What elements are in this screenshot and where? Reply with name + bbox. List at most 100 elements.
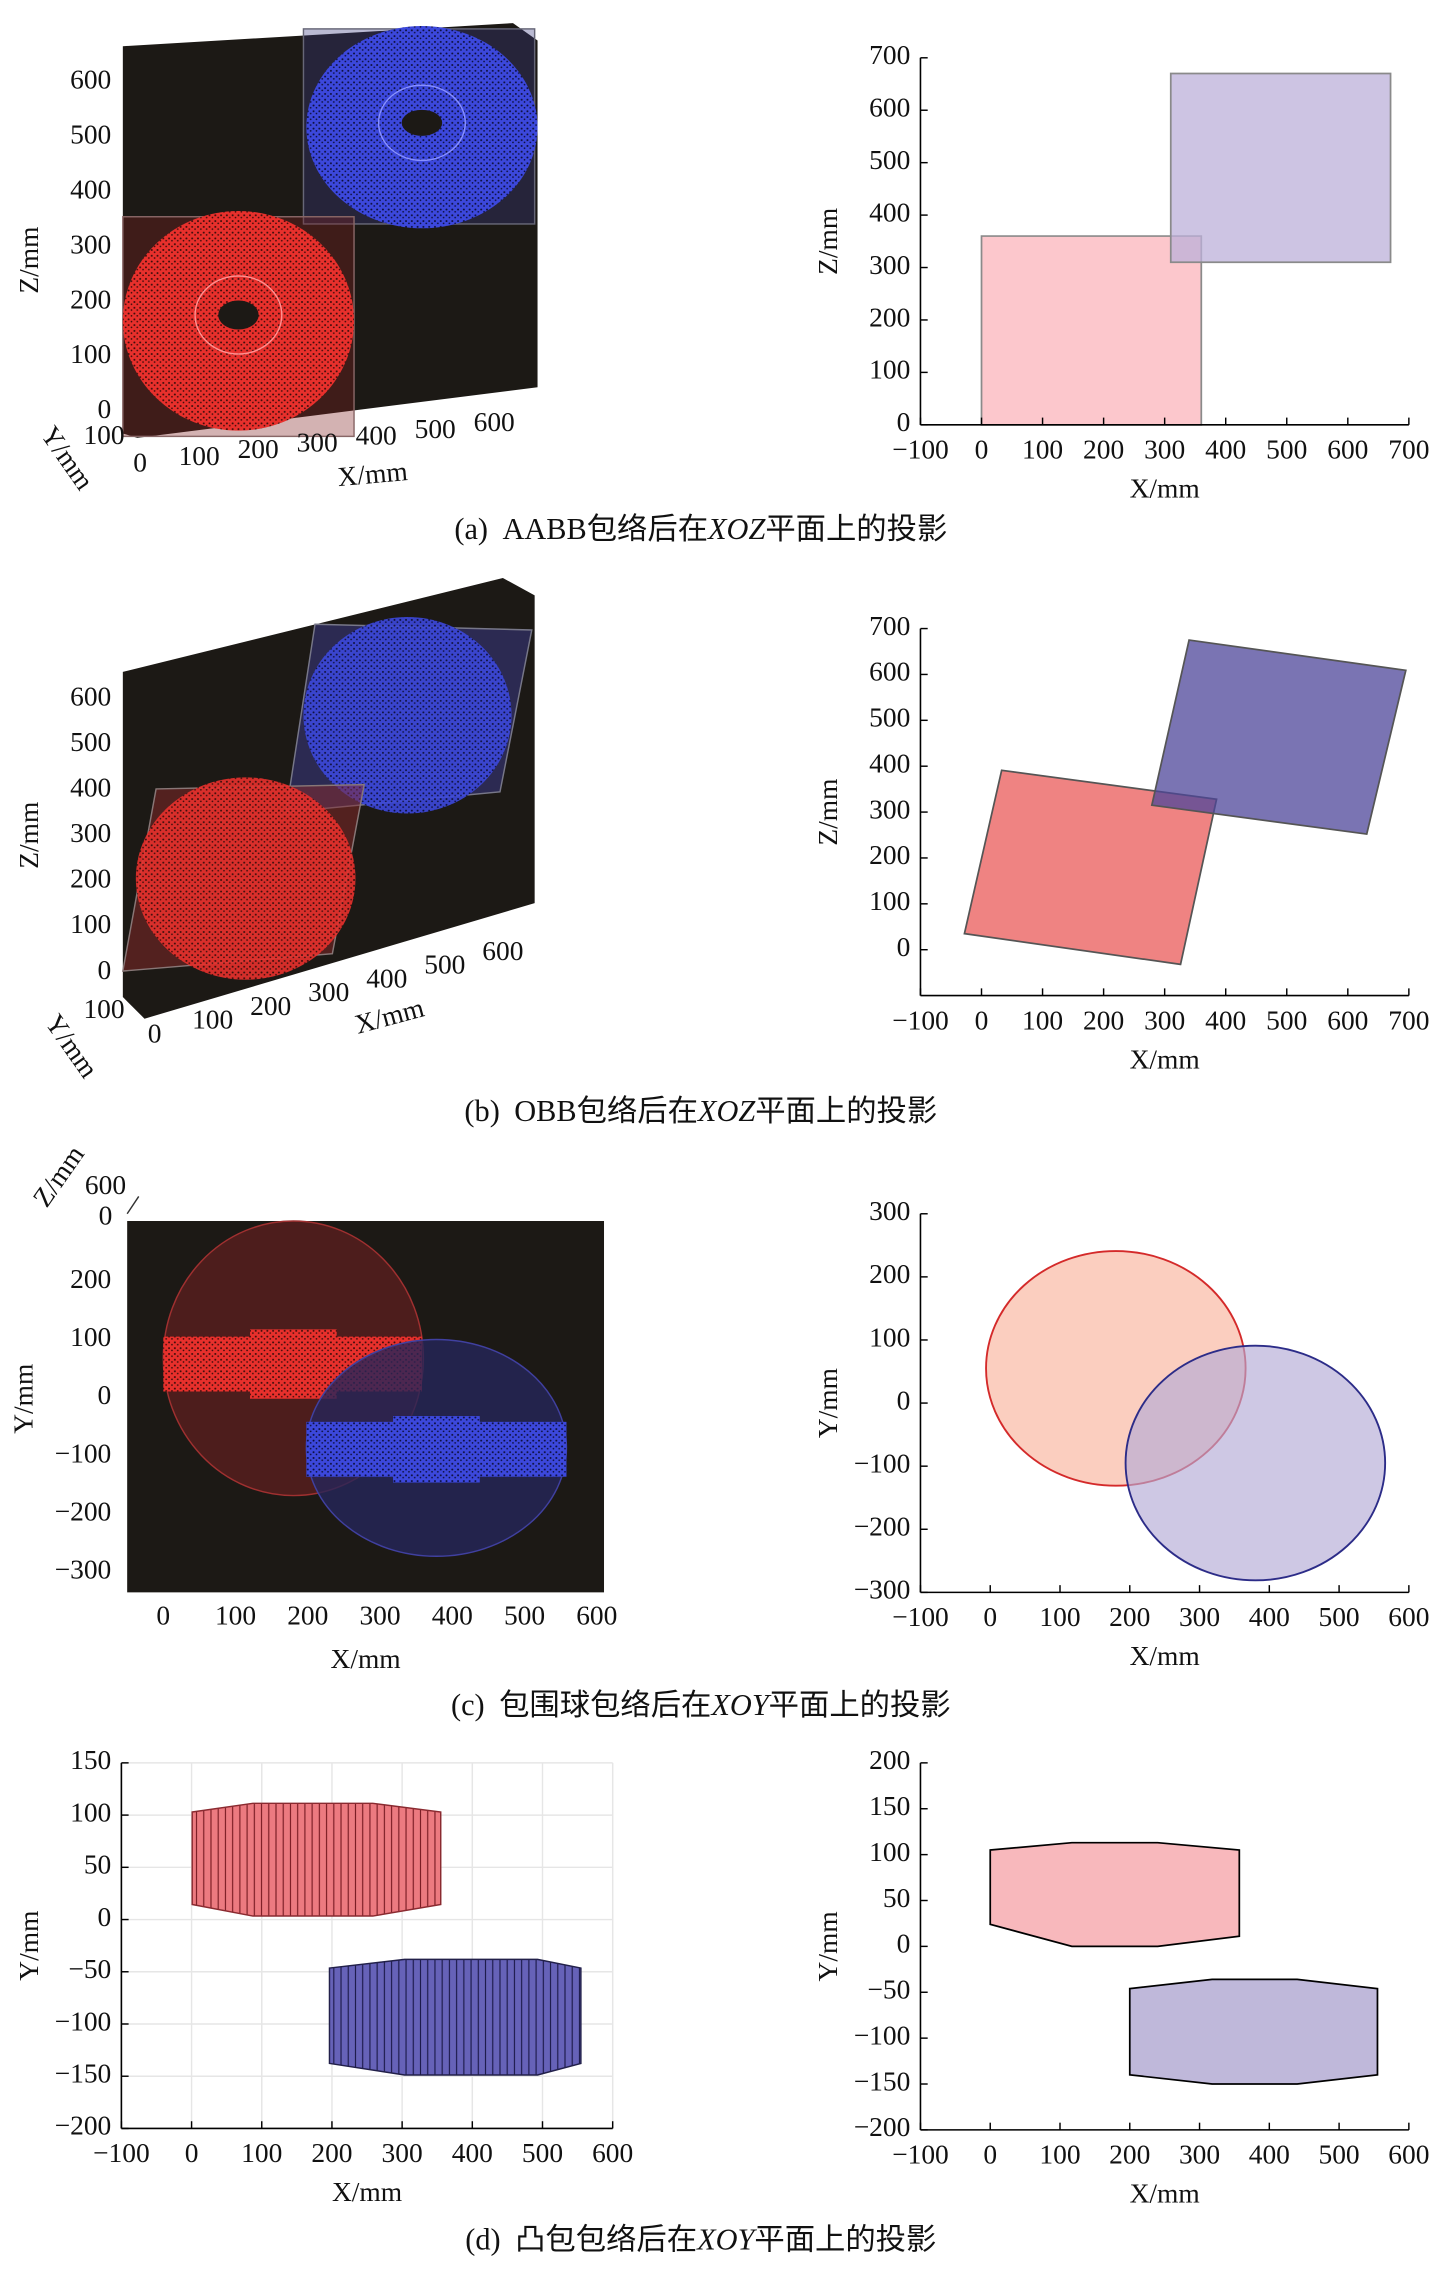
- caption-plane: XOY: [696, 2223, 757, 2257]
- caption-text: 平面上的投影: [754, 2223, 936, 2257]
- y-axis-label: Z/mm: [813, 779, 843, 846]
- x-tick-label: 0: [148, 1018, 162, 1048]
- x-tick-label: 500: [424, 950, 465, 980]
- x-tick-label: 500: [522, 2138, 563, 2168]
- y-tick-label: −300: [55, 1554, 112, 1584]
- caption-text: 包围球包络后在: [499, 1688, 711, 1722]
- x-tick-label: 600: [1388, 2140, 1429, 2170]
- z-axis-label: Z/mm: [14, 227, 44, 294]
- y-axis-label: Y/mm: [813, 1368, 843, 1438]
- x-tick-label: 500: [504, 1601, 545, 1631]
- y-tick-label: −100: [55, 1438, 112, 1468]
- y-tick-label: −200: [854, 2112, 911, 2142]
- y-tick-label: 700: [869, 40, 910, 70]
- z-axis-label: Z/mm: [27, 1140, 90, 1212]
- hull: [980, 235, 1203, 426]
- y-tick-label: 300: [869, 794, 910, 824]
- x-tick-label: 100: [192, 1005, 233, 1035]
- x-tick-label: 200: [1109, 2140, 1150, 2170]
- caption: (d) 凸包包络后在XOY平面上的投影: [465, 2223, 936, 2257]
- x-tick-label: 100: [1022, 435, 1063, 465]
- z-tick-label: 600: [85, 1170, 126, 1200]
- x-tick-label: 500: [1319, 1602, 1360, 1632]
- x-tick-label: 600: [1327, 1005, 1368, 1035]
- x-tick-label: 400: [1205, 1005, 1246, 1035]
- x-tick-label: 700: [1388, 1005, 1429, 1035]
- caption: (b) OBB包络后在XOZ平面上的投影: [464, 1094, 937, 1128]
- y-tick-label: 100: [83, 994, 124, 1024]
- z-tick-label: 500: [70, 120, 111, 150]
- y-axis-label: Y/mm: [813, 1911, 843, 1981]
- x-tick-label: 200: [287, 1601, 328, 1631]
- point-cloud: [393, 1416, 480, 1483]
- x-axis-label: X/mm: [1130, 1641, 1200, 1671]
- x-tick-label: 200: [1083, 435, 1124, 465]
- caption-text: 平面上的投影: [765, 512, 947, 546]
- hole: [194, 275, 283, 355]
- caption-plane: XOZ: [707, 512, 766, 546]
- x-tick-label: 400: [1249, 2140, 1290, 2170]
- y-tick-label: 200: [869, 302, 910, 332]
- caption-plane: XOZ: [697, 1094, 756, 1128]
- x-tick-label: 100: [215, 1601, 256, 1631]
- x-tick-label: 0: [975, 1005, 989, 1035]
- y-tick-label: 50: [84, 1850, 111, 1880]
- x-tick-label: 500: [1266, 1005, 1307, 1035]
- y-tick-label: 0: [98, 1902, 112, 1932]
- hole: [377, 84, 467, 162]
- hole: [218, 300, 259, 330]
- x-tick-label: 0: [156, 1601, 170, 1631]
- x-axis-label: X/mm: [331, 1644, 401, 1674]
- z-tick-label: 400: [70, 174, 111, 204]
- z-tick-label: 300: [70, 229, 111, 259]
- y-tick-label: 0: [897, 932, 911, 962]
- y-tick-label: 300: [869, 250, 910, 280]
- caption-label: (a): [454, 512, 488, 546]
- point-cloud: [135, 777, 356, 980]
- y-tick-label: 50: [883, 1883, 910, 1913]
- x-tick-label: 600: [576, 1601, 617, 1631]
- x-tick-label: 300: [297, 427, 338, 457]
- x-tick-label: 500: [1266, 435, 1307, 465]
- y-tick-label: −100: [854, 2020, 911, 2050]
- x-tick-label: 300: [308, 977, 349, 1007]
- point-cloud: [249, 1329, 337, 1399]
- y-tick-label: 200: [869, 840, 910, 870]
- mesh: [328, 1958, 582, 2076]
- caption-text: 平面上的投影: [755, 1094, 937, 1128]
- caption-text: OBB包络后在: [514, 1094, 698, 1128]
- y-tick-label: 700: [869, 611, 910, 641]
- caption-text: 平面上的投影: [769, 1688, 951, 1722]
- y-tick-label: 0: [897, 1929, 911, 1959]
- x-tick-label: 100: [179, 441, 220, 471]
- x-tick-label: 200: [1109, 1602, 1150, 1632]
- x-tick-label: −100: [892, 1602, 949, 1632]
- x-tick-label: 400: [366, 963, 407, 993]
- y-tick-label: 200: [869, 1745, 910, 1775]
- x-tick-label: 200: [250, 991, 291, 1021]
- x-tick-label: 400: [1205, 435, 1246, 465]
- z-tick-label: 0: [98, 955, 112, 985]
- x-tick-label: 200: [311, 2138, 352, 2168]
- x-tick-label: 100: [1039, 1602, 1080, 1632]
- y-tick-label: −50: [867, 1975, 910, 2005]
- x-tick-label: 300: [1144, 1005, 1185, 1035]
- y-tick-label: 150: [70, 1745, 111, 1775]
- y-tick-label: −100: [55, 2006, 112, 2036]
- y-tick-label: −300: [854, 1575, 911, 1605]
- z-tick-label: 200: [70, 864, 111, 894]
- z-tick-label: 100: [70, 339, 111, 369]
- x-tick-label: −100: [892, 1005, 949, 1035]
- x-axis-label: X/mm: [352, 993, 428, 1040]
- y-tick-label: 600: [869, 93, 910, 123]
- x-tick-label: 500: [415, 414, 456, 444]
- y-tick-label: 400: [869, 197, 910, 227]
- z-axis-label: Z/mm: [14, 802, 44, 869]
- y-tick-label: 500: [869, 145, 910, 175]
- z-tick-label: 600: [70, 65, 111, 95]
- hole: [401, 109, 443, 136]
- y-tick-label: −100: [854, 1448, 911, 1478]
- mesh: [191, 1802, 442, 1917]
